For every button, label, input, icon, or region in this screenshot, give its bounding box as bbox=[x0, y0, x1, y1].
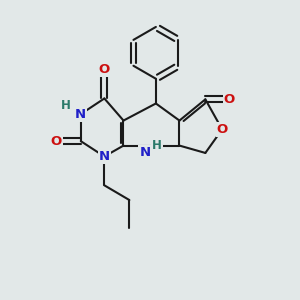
Text: O: O bbox=[224, 93, 235, 106]
Text: N: N bbox=[139, 146, 150, 159]
Text: H: H bbox=[152, 139, 162, 152]
Text: O: O bbox=[217, 123, 228, 136]
Text: H: H bbox=[61, 99, 70, 112]
Text: O: O bbox=[99, 63, 110, 76]
Text: N: N bbox=[99, 150, 110, 163]
Text: O: O bbox=[51, 135, 62, 148]
Text: N: N bbox=[75, 108, 86, 121]
